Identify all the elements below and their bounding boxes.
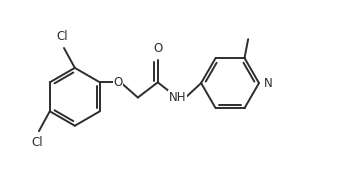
Text: Cl: Cl [31, 136, 43, 149]
Text: NH: NH [169, 91, 186, 104]
Text: O: O [153, 42, 162, 55]
Text: O: O [113, 76, 123, 89]
Text: N: N [264, 77, 273, 89]
Text: Cl: Cl [56, 30, 68, 43]
